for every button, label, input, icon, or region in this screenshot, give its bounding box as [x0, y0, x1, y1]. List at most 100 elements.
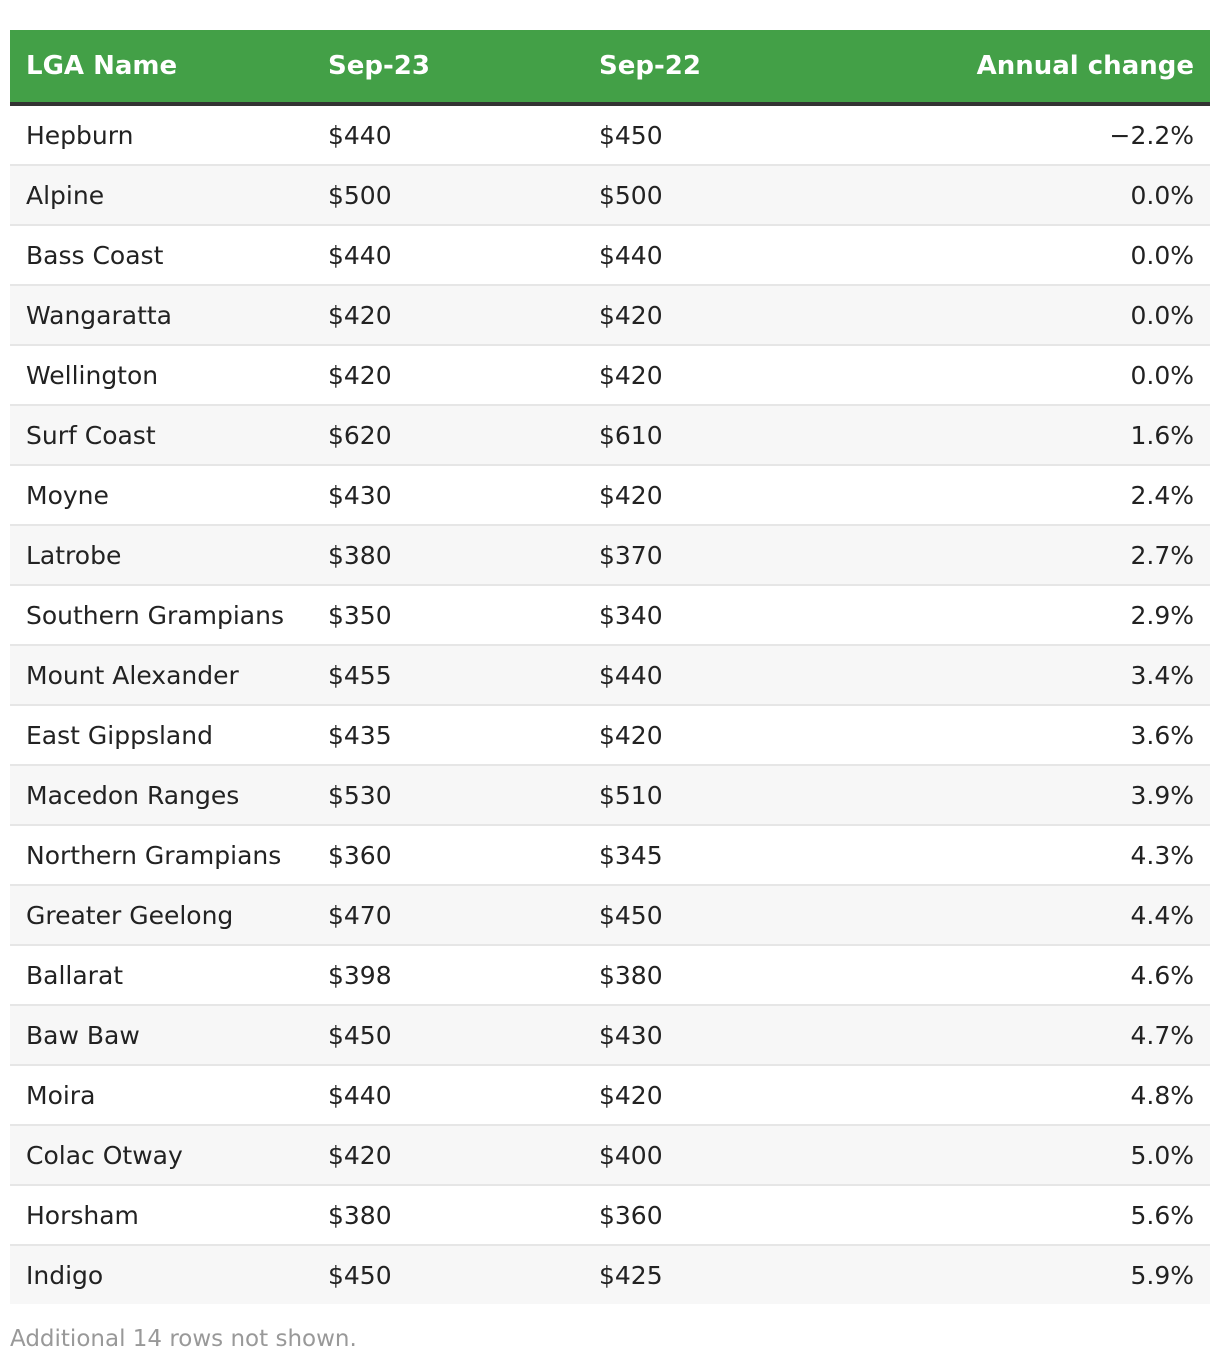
- cell-annual-change: 2.4%: [885, 464, 1210, 525]
- cell-annual-change: 0.0%: [885, 344, 1210, 405]
- cell-lga-name: Greater Geelong: [10, 884, 312, 945]
- data-table: LGA Name Sep-23 Sep-22 Annual change Hep…: [10, 30, 1210, 1304]
- cell-sep-22: $360: [583, 1184, 885, 1245]
- cell-lga-name: Indigo: [10, 1244, 312, 1304]
- cell-annual-change: 4.8%: [885, 1064, 1210, 1125]
- table-row: Macedon Ranges $530 $510 3.9%: [10, 764, 1210, 825]
- table-row: East Gippsland $435 $420 3.6%: [10, 704, 1210, 765]
- cell-lga-name: Surf Coast: [10, 404, 312, 465]
- table-row: Greater Geelong $470 $450 4.4%: [10, 884, 1210, 945]
- header-sep-22[interactable]: Sep-22: [583, 30, 885, 106]
- cell-sep-23: $440: [312, 1064, 583, 1125]
- cell-lga-name: Colac Otway: [10, 1124, 312, 1185]
- cell-lga-name: Moira: [10, 1064, 312, 1125]
- cell-lga-name: Baw Baw: [10, 1004, 312, 1065]
- cell-sep-22: $440: [583, 644, 885, 705]
- cell-annual-change: 4.7%: [885, 1004, 1210, 1065]
- cell-annual-change: 2.7%: [885, 524, 1210, 585]
- table-row: Ballarat $398 $380 4.6%: [10, 944, 1210, 1005]
- cell-sep-22: $400: [583, 1124, 885, 1185]
- cell-lga-name: Hepburn: [26, 120, 134, 150]
- cell-annual-change: −2.2%: [1109, 120, 1194, 150]
- table-row: Indigo $450 $425 5.9%: [10, 1244, 1210, 1304]
- cell-sep-22: $345: [583, 824, 885, 885]
- table-row: Bass Coast $440 $440 0.0%: [10, 224, 1210, 285]
- table-row: Colac Otway $420 $400 5.0%: [10, 1124, 1210, 1185]
- table-row: Northern Grampians $360 $345 4.3%: [10, 824, 1210, 885]
- cell-annual-change: 0.0%: [885, 284, 1210, 345]
- cell-annual-change: 3.4%: [885, 644, 1210, 705]
- cell-sep-22: $370: [583, 524, 885, 585]
- cell-sep-23: $530: [312, 764, 583, 825]
- cell-annual-change: 3.9%: [885, 764, 1210, 825]
- cell-sep-22: $420: [583, 704, 885, 765]
- cell-annual-change: 1.6%: [885, 404, 1210, 465]
- cell-sep-22: $380: [583, 944, 885, 1005]
- cell-sep-23: $450: [312, 1244, 583, 1304]
- cell-sep-22: $340: [583, 584, 885, 645]
- cell-lga-name: Macedon Ranges: [10, 764, 312, 825]
- cell-lga-name: Alpine: [10, 164, 312, 225]
- cell-sep-23: $420: [312, 284, 583, 345]
- cell-annual-change: 5.6%: [885, 1184, 1210, 1245]
- cell-sep-22: $420: [583, 344, 885, 405]
- cell-sep-22: $430: [583, 1004, 885, 1065]
- cell-sep-22: $440: [583, 224, 885, 285]
- cell-sep-22: $420: [583, 284, 885, 345]
- table-row: Wangaratta $420 $420 0.0%: [10, 284, 1210, 345]
- cell-sep-22: $450: [583, 884, 885, 945]
- cell-sep-23: $380: [312, 1184, 583, 1245]
- cell-sep-23: $350: [312, 584, 583, 645]
- cell-annual-change: 5.9%: [885, 1244, 1210, 1304]
- cell-lga-name: Latrobe: [10, 524, 312, 585]
- cell-sep-22: $425: [583, 1244, 885, 1304]
- cell-sep-23: $360: [312, 824, 583, 885]
- cell-annual-change: 5.0%: [885, 1124, 1210, 1185]
- cell-lga-name: Mount Alexander: [10, 644, 312, 705]
- cell-sep-22: $420: [583, 1064, 885, 1125]
- cell-sep-23: $430: [312, 464, 583, 525]
- cell-lga-name: East Gippsland: [10, 704, 312, 765]
- cell-lga-name: Ballarat: [10, 944, 312, 1005]
- cell-lga-name: Wellington: [10, 344, 312, 405]
- table-row: Latrobe $380 $370 2.7%: [10, 524, 1210, 585]
- table-body: Hepburn $440 $450 −2.2% Alpine $500 $500 0.0% Ba…: [10, 104, 1210, 1304]
- table-row: Moyne $430 $420 2.4%: [10, 464, 1210, 525]
- cell-sep-23: $398: [312, 944, 583, 1005]
- table-row: Wellington $420 $420 0.0%: [10, 344, 1210, 405]
- cell-sep-22: $450: [599, 120, 663, 150]
- cell-sep-23: $620: [312, 404, 583, 465]
- cell-lga-name: Horsham: [10, 1184, 312, 1245]
- cell-annual-change: 3.6%: [885, 704, 1210, 765]
- header-annual-change[interactable]: Annual change: [885, 30, 1210, 106]
- cell-sep-22: $420: [583, 464, 885, 525]
- cell-lga-name: Wangaratta: [10, 284, 312, 345]
- cell-annual-change: 0.0%: [885, 224, 1210, 285]
- cell-sep-23: $450: [312, 1004, 583, 1065]
- table-row: Southern Grampians $350 $340 2.9%: [10, 584, 1210, 645]
- cell-lga-name: Northern Grampians: [10, 824, 312, 885]
- cell-sep-22: $500: [583, 164, 885, 225]
- cell-sep-23: $420: [312, 1124, 583, 1185]
- table-header-row: LGA Name Sep-23 Sep-22 Annual change: [10, 30, 1210, 106]
- cell-sep-22: $510: [583, 764, 885, 825]
- cell-sep-23: $470: [312, 884, 583, 945]
- cell-annual-change: 4.4%: [885, 884, 1210, 945]
- cell-lga-name: Bass Coast: [10, 224, 312, 285]
- cell-lga-name: Southern Grampians: [10, 584, 312, 645]
- cell-annual-change: 2.9%: [885, 584, 1210, 645]
- cell-sep-22: $610: [583, 404, 885, 465]
- footnote: Additional 14 rows not shown.: [10, 1326, 357, 1352]
- cell-sep-23: $380: [312, 524, 583, 585]
- cell-sep-23: $455: [312, 644, 583, 705]
- table-row: Horsham $380 $360 5.6%: [10, 1184, 1210, 1245]
- cell-sep-23: $440: [312, 224, 583, 285]
- table-row: Hepburn $440 $450 −2.2%: [10, 104, 1210, 165]
- table-row: Alpine $500 $500 0.0%: [10, 164, 1210, 225]
- header-lga-name[interactable]: LGA Name: [10, 30, 312, 106]
- table-row: Mount Alexander $455 $440 3.4%: [10, 644, 1210, 705]
- cell-sep-23: $435: [312, 704, 583, 765]
- header-sep-23[interactable]: Sep-23: [312, 30, 583, 106]
- cell-sep-23: $420: [312, 344, 583, 405]
- cell-annual-change: 4.3%: [885, 824, 1210, 885]
